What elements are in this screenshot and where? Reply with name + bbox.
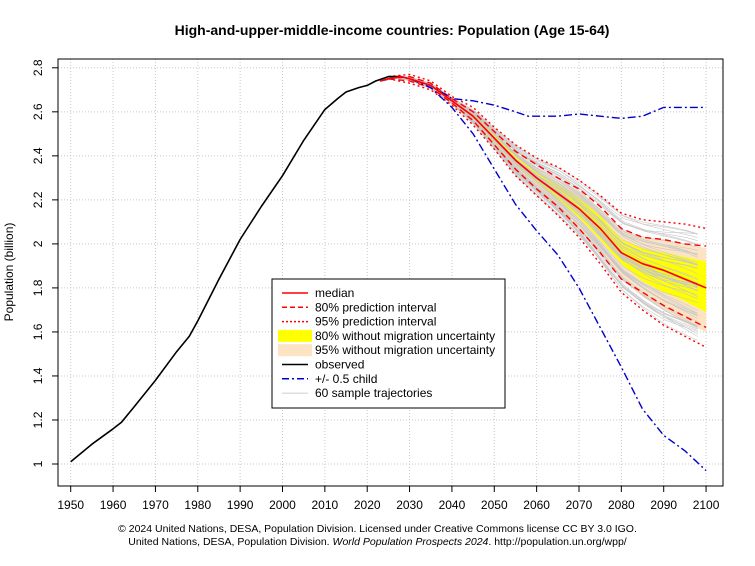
legend-label: 95% without migration uncertainty: [315, 343, 495, 357]
x-tick-label: 2040: [439, 498, 466, 512]
median-line: [379, 75, 707, 289]
trajectory-line: [379, 75, 698, 235]
legend-swatch: [278, 344, 312, 357]
x-tick-label: 2080: [608, 498, 635, 512]
y-tick-label: 2.2: [31, 191, 45, 208]
legend-label: 80% without migration uncertainty: [315, 329, 495, 343]
trajectory-line: [379, 76, 698, 235]
credit-url: . http://population.un.org/wpp/: [488, 536, 627, 548]
y-tick-label: 1.8: [31, 279, 45, 296]
trajectory-line: [379, 78, 698, 341]
pi95-upper-line: [388, 73, 707, 230]
y-axis-label: Population (billion): [2, 223, 16, 322]
x-tick-label: 1970: [142, 498, 169, 512]
credit-line-1: © 2024 United Nations, DESA, Population …: [118, 523, 637, 535]
credit-line-2: United Nations, DESA, Population Divisio…: [0, 536, 755, 549]
legend-box: [271, 278, 506, 409]
x-axis: 1950 1960 1970 1980 1990 2000 2010 2020 2030 2040…: [57, 486, 720, 512]
legend-label: 95% prediction interval: [315, 315, 436, 329]
legend-swatch: [278, 329, 312, 342]
chart: High-and-upper-middle-income countries: …: [2, 22, 724, 512]
x-tick-label: 2070: [566, 498, 593, 512]
y-axis: 1 1.2 1.4 1.6 1.8 2 2.2 2.4 2.6 2.8: [31, 59, 58, 467]
trajectory-line: [379, 76, 698, 254]
plot-frame: [57, 58, 724, 487]
credit-publication: World Population Prospects 2024: [332, 536, 489, 548]
legend-label: +/- 0.5 child: [315, 372, 377, 386]
trajectory-line: [379, 75, 698, 238]
x-tick-label: 1980: [184, 498, 211, 512]
series-lines: [70, 73, 707, 472]
legend-label: median: [315, 286, 354, 300]
legend-label: 60 sample trajectories: [315, 386, 432, 400]
y-tick-label: 2: [31, 240, 45, 247]
y-tick-label: 2.4: [31, 147, 45, 164]
half-child-lower-line: [379, 75, 707, 472]
x-tick-label: 2020: [354, 498, 381, 512]
y-tick-label: 2.8: [31, 59, 45, 76]
y-tick-label: 2.6: [31, 103, 45, 120]
y-tick-label: 1.2: [31, 411, 45, 428]
x-tick-label: 1990: [227, 498, 254, 512]
x-tick-label: 2090: [650, 498, 677, 512]
y-tick-label: 1.6: [31, 323, 45, 340]
credit-source: United Nations, DESA, Population Divisio…: [128, 536, 333, 548]
x-tick-label: 2030: [396, 498, 423, 512]
legend-label: 80% prediction interval: [315, 300, 436, 314]
trajectory-line: [379, 75, 698, 235]
pi80-upper-line: [388, 75, 707, 247]
x-tick-label: 2000: [269, 498, 296, 512]
y-tick-label: 1: [31, 460, 45, 467]
pi80-lower-line: [388, 78, 707, 329]
x-tick-label: 2050: [481, 498, 508, 512]
x-tick-label: 2060: [523, 498, 550, 512]
x-tick-label: 2100: [693, 498, 720, 512]
trajectory-line: [379, 76, 698, 241]
x-tick-label: 1950: [57, 498, 84, 512]
y-tick-label: 1.4: [31, 367, 45, 384]
legend-label: observed: [315, 358, 364, 372]
x-tick-label: 1960: [100, 498, 127, 512]
observed-line: [70, 75, 402, 463]
chart-title: High-and-upper-middle-income countries: …: [175, 22, 610, 38]
x-tick-label: 2010: [311, 498, 338, 512]
